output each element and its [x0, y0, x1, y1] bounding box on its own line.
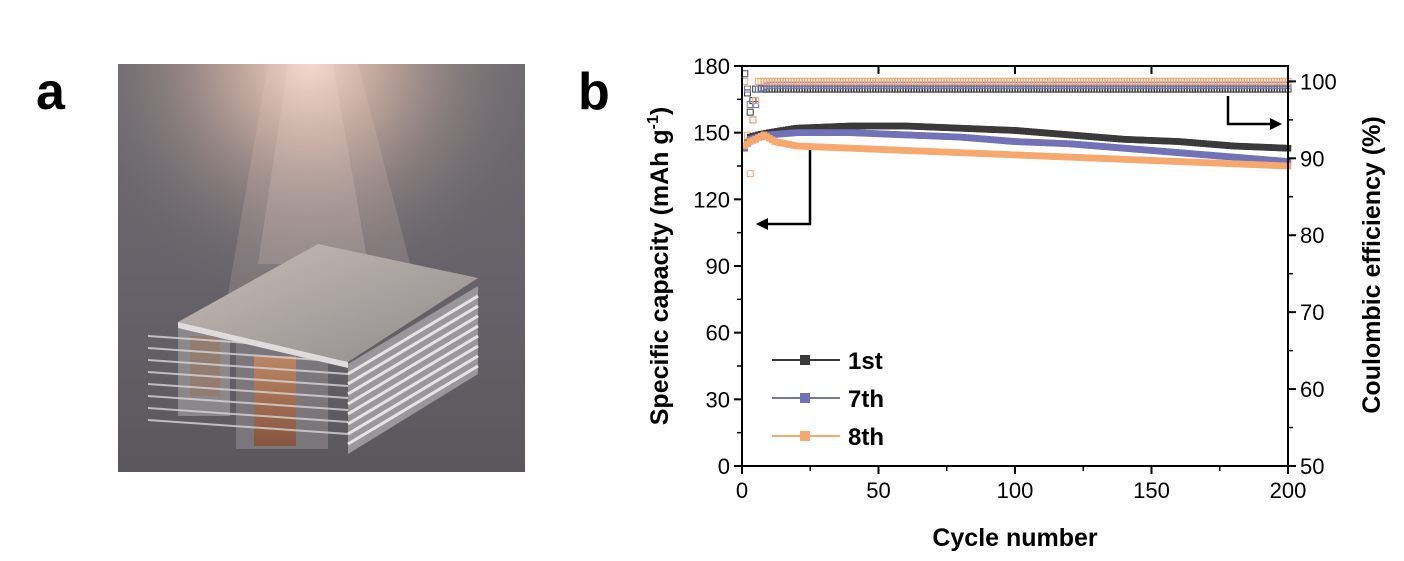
series-8th	[741, 131, 1292, 170]
x-tick-label: 0	[736, 478, 748, 503]
ce-point	[752, 97, 760, 105]
series-ce-s8	[741, 77, 1292, 178]
y-left-tick-label: 150	[693, 121, 730, 146]
legend-marker-1st	[800, 355, 810, 365]
series-ce-s1	[741, 70, 1292, 116]
y-left-label-main: Specific capacity (mAh g	[646, 129, 674, 425]
x-axis-label: Cycle number	[932, 524, 1098, 552]
y-axis-right-label: Coulombic efficiency (%)	[1358, 116, 1386, 413]
axis-layer: 0 50 100 150 200 0 30 60 90 120 150 180 50 60 70 80 90 10…	[693, 54, 1336, 503]
x-tick-label: 200	[1270, 478, 1307, 503]
panel-label-b: b	[578, 63, 610, 121]
battery-render-image	[118, 64, 525, 472]
ce-point	[752, 100, 760, 108]
y-right-tick-label: 90	[1300, 146, 1324, 171]
x-tick-label: 50	[866, 478, 890, 503]
y-left-tick-label: 90	[706, 254, 730, 279]
y-left-tick-label: 180	[693, 54, 730, 79]
y-right-tick-label: 100	[1300, 69, 1337, 94]
series-layer	[741, 70, 1292, 178]
y-left-tick-label: 60	[706, 321, 730, 346]
ce-point	[746, 100, 754, 108]
ce-point	[743, 89, 751, 97]
ce-point	[749, 116, 757, 124]
legend-marker-7th	[800, 393, 810, 403]
y-left-tick-label: 30	[706, 387, 730, 412]
left-axis-arrow-head	[756, 218, 768, 230]
y-right-tick-label: 60	[1300, 377, 1324, 402]
y-left-tick-label: 120	[693, 187, 730, 212]
ce-point	[743, 85, 751, 93]
y-left-label-sup: -1	[645, 115, 662, 129]
y-axis-left-label: Specific capacity (mAh g-1)	[645, 107, 674, 426]
right-axis-arrow	[1226, 96, 1272, 126]
legend-marker-8th	[800, 431, 810, 441]
y-right-tick-label: 50	[1300, 454, 1324, 479]
axis-arrows	[756, 96, 1282, 230]
y-right-tick-label: 80	[1300, 223, 1324, 248]
y-left-tick-label: 0	[718, 454, 730, 479]
legend: 1st 7th 8th	[772, 348, 884, 451]
label-layer: Cycle number Specific capacity (mAh g-1)…	[645, 107, 1386, 552]
right-axis-arrow-head	[1270, 118, 1282, 130]
ce-point	[746, 170, 754, 178]
y-left-label-end: )	[646, 107, 674, 115]
left-axis-arrow	[766, 150, 812, 226]
y-right-tick-label: 70	[1300, 300, 1324, 325]
ce-point	[749, 116, 757, 124]
x-tick-label: 100	[997, 478, 1034, 503]
legend-label-7th: 7th	[848, 386, 884, 413]
ce-point	[746, 108, 754, 116]
panel-label-a: a	[36, 63, 65, 121]
legend-label-1st: 1st	[848, 348, 883, 375]
x-tick-label: 150	[1133, 478, 1170, 503]
legend-label-8th: 8th	[848, 424, 884, 451]
